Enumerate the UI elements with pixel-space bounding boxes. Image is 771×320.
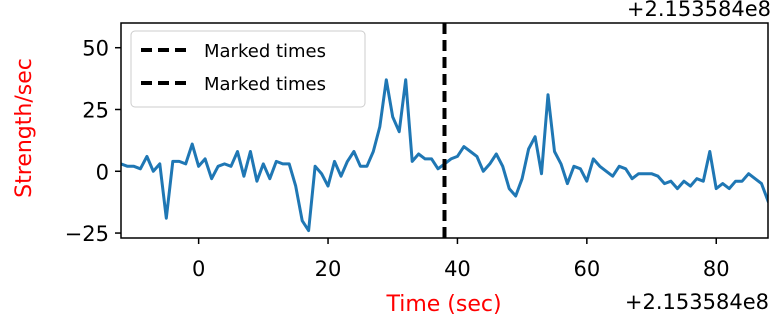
legend-box — [130, 30, 366, 108]
y-tick-label: −25 — [65, 222, 109, 246]
y-tick-label: 25 — [82, 98, 109, 122]
top-offset-text: +2.153584e8 — [627, 0, 771, 21]
x-tick-label: 60 — [573, 257, 600, 281]
x-offset-text: +2.153584e8 — [625, 290, 769, 314]
plot-frame — [120, 22, 769, 239]
x-tick-label: 0 — [192, 257, 205, 281]
legend-entry-1: Marked times — [204, 41, 326, 62]
y-axis-label: Strength/sec — [12, 58, 37, 198]
y-tick-label: 0 — [96, 160, 109, 184]
x-tick-label: 80 — [703, 257, 730, 281]
x-tick-label: 40 — [444, 257, 471, 281]
y-tick-label: 50 — [82, 37, 109, 61]
x-axis-label: Time (sec) — [385, 292, 501, 317]
legend: Marked times Marked times — [130, 30, 366, 108]
legend-entry-2: Marked times — [204, 74, 326, 95]
plot-area: 0 20 40 60 80 50 25 0 −25 — [65, 22, 769, 281]
x-tick-label: 20 — [315, 257, 342, 281]
